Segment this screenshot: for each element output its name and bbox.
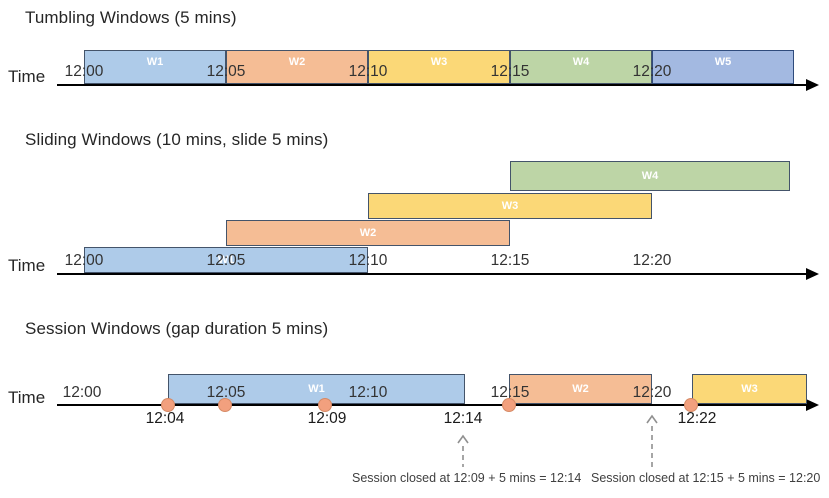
tick-label: 12:05 [206, 63, 246, 80]
event-dot [161, 398, 175, 412]
sliding-window-w2: W2 [226, 220, 510, 246]
window-label: W2 [288, 56, 306, 68]
event-dot [218, 398, 232, 412]
session-window-w1: W1 [168, 374, 465, 404]
window-label: W4 [641, 170, 659, 182]
tumbling-section-title: Tumbling Windows (5 mins) [25, 8, 237, 27]
window-label: W1 [146, 56, 164, 68]
axis-arrowhead-icon [806, 399, 819, 411]
tick-label: 12:05 [206, 384, 246, 401]
tumbling-window-w5: W5 [652, 50, 794, 84]
sliding-time-axis [57, 268, 819, 280]
session-time-axis [57, 399, 819, 411]
tumbling-time-axis [57, 79, 819, 91]
tumbling-window-w3: W3 [368, 50, 510, 84]
tick-label: 12:15 [490, 63, 530, 80]
event-time-label: 12:22 [677, 410, 717, 427]
tick-label: 12:00 [64, 252, 104, 269]
dashed-up-arrow-icon [457, 434, 469, 467]
window-label: W1 [217, 254, 235, 266]
event-time-label: 12:04 [145, 410, 185, 427]
event-dot [318, 398, 332, 412]
session-window-w2: W2 [509, 374, 652, 404]
window-label: W2 [572, 383, 589, 395]
window-label: W3 [741, 383, 758, 395]
session-close-annotation: Session closed at 12:09 + 5 mins = 12:14 [352, 471, 582, 485]
dashed-up-arrow-icon [646, 414, 658, 467]
tick-label: 12:15 [490, 252, 530, 269]
sliding-window-w1: W1 [84, 247, 368, 273]
tumbling-window-w2: W2 [226, 50, 368, 84]
session-section-title: Session Windows (gap duration 5 mins) [25, 319, 329, 338]
sliding-window-w3: W3 [368, 193, 652, 219]
window-label: W2 [359, 227, 377, 239]
tick-label: 12:10 [348, 252, 388, 269]
window-label: W5 [714, 56, 732, 68]
tick-label: 12:00 [62, 384, 102, 401]
tumbling-window-w4: W4 [510, 50, 652, 84]
tick-label: 12:00 [64, 63, 104, 80]
session-time-axis-label: Time [8, 388, 46, 407]
session-close-annotation: Session closed at 12:15 + 5 mins = 12:20 [591, 471, 821, 485]
tick-label: 12:15 [490, 384, 530, 401]
tick-label: 12:20 [632, 384, 672, 401]
tick-label: 12:10 [348, 63, 388, 80]
window-label: W3 [430, 56, 448, 68]
session-close-time-label: 12:14 [443, 410, 483, 427]
tick-label: 12:20 [632, 252, 672, 269]
sliding-time-axis-label: Time [8, 256, 46, 275]
event-dot [684, 398, 698, 412]
axis-arrowhead-icon [806, 268, 819, 280]
axis-arrowhead-icon [806, 79, 819, 91]
session-window-w3: W3 [692, 374, 807, 404]
tick-label: 12:20 [632, 63, 672, 80]
event-dot [502, 398, 516, 412]
window-label: W1 [308, 383, 325, 395]
sliding-section-title: Sliding Windows (10 mins, slide 5 mins) [25, 130, 329, 149]
window-label: W4 [572, 56, 590, 68]
window-label: W3 [501, 200, 519, 212]
tick-label: 12:10 [348, 384, 388, 401]
tick-label: 12:05 [206, 252, 246, 269]
tumbling-time-axis-label: Time [8, 67, 46, 86]
tumbling-window-w1: W1 [84, 50, 226, 84]
sliding-window-w4: W4 [510, 161, 790, 191]
event-time-label: 12:09 [307, 410, 347, 427]
